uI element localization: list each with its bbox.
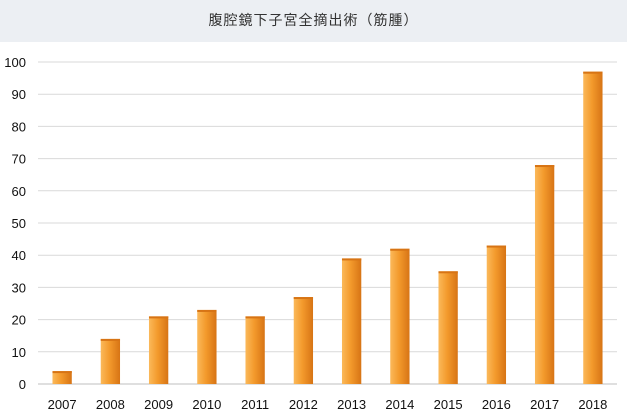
- bar: [534, 165, 555, 384]
- y-tick-label: 40: [12, 248, 26, 263]
- y-tick-label: 10: [12, 345, 26, 360]
- bar-top-edge: [534, 165, 555, 168]
- y-axis-ticks: 0 10 20 30 40 50 60 70 80 90 100: [4, 55, 26, 392]
- chart-title: 腹腔鏡下子宮全摘出術（筋腫）: [208, 13, 419, 29]
- x-tick-label: 2016: [482, 397, 511, 412]
- bar: [52, 371, 72, 384]
- y-tick-label: 90: [12, 87, 26, 102]
- x-tick-label: 2010: [192, 397, 221, 412]
- bar: [100, 338, 121, 384]
- bar-top-edge: [390, 248, 410, 251]
- bar: [390, 248, 410, 384]
- bar: [583, 71, 603, 384]
- x-tick-label: 2009: [144, 397, 173, 412]
- bar-top-edge: [197, 309, 217, 312]
- bar-top-edge: [293, 297, 314, 300]
- bars: [52, 71, 603, 384]
- x-axis-ticks: 2007 2008 2009 2010 2011 2012 2013 2014 2015 2016…: [48, 397, 608, 412]
- bar: [197, 309, 217, 384]
- y-tick-label: 0: [19, 377, 26, 392]
- y-tick-label: 30: [12, 280, 26, 295]
- bar-top-edge: [100, 338, 121, 341]
- bar-top-edge: [341, 258, 362, 261]
- chart-title-band: [0, 0, 627, 42]
- y-tick-label: 50: [12, 216, 26, 231]
- bar: [486, 245, 507, 384]
- x-tick-label: 2017: [530, 397, 559, 412]
- y-tick-label: 100: [4, 55, 26, 70]
- x-tick-label: 2015: [434, 397, 463, 412]
- bar: [245, 316, 265, 384]
- y-tick-label: 60: [12, 184, 26, 199]
- x-tick-label: 2011: [241, 397, 269, 412]
- bar-top-edge: [148, 316, 169, 319]
- bar: [293, 297, 314, 384]
- bar-top-edge: [52, 371, 72, 374]
- bar: [438, 271, 458, 384]
- x-tick-label: 2018: [578, 397, 607, 412]
- bar-top-edge: [583, 71, 603, 74]
- x-tick-label: 2013: [337, 397, 366, 412]
- y-tick-label: 80: [12, 119, 26, 134]
- y-tick-label: 70: [12, 152, 26, 167]
- x-tick-label: 2007: [48, 397, 77, 412]
- x-tick-label: 2008: [96, 397, 125, 412]
- bar-top-edge: [438, 271, 458, 274]
- bar-top-edge: [245, 316, 265, 319]
- bar: [148, 316, 169, 384]
- x-tick-label: 2012: [289, 397, 318, 412]
- x-tick-label: 2014: [385, 397, 414, 412]
- bar: [341, 258, 362, 384]
- bar-top-edge: [486, 245, 507, 248]
- grid-lines: [38, 61, 617, 385]
- y-tick-label: 20: [12, 313, 26, 328]
